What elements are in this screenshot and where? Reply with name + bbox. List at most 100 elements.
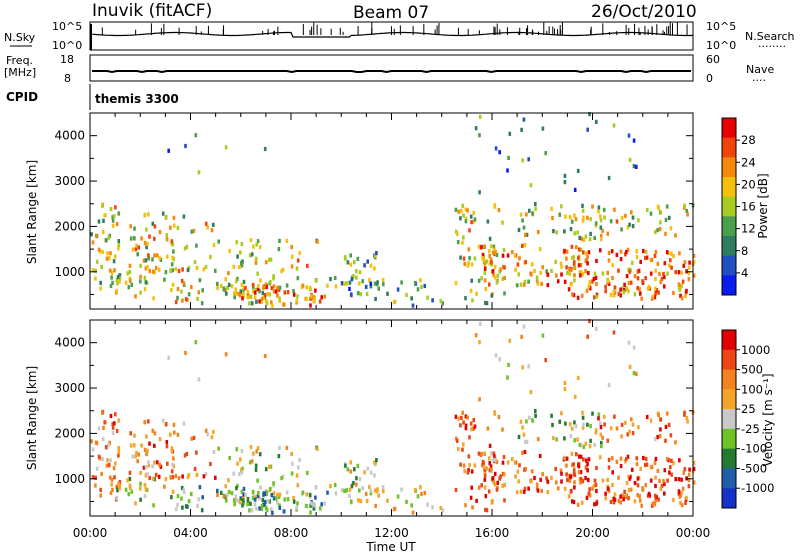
power-cell [116, 275, 120, 280]
velocity-cell [599, 425, 603, 430]
velocity-cell [560, 479, 563, 484]
velocity-cell [475, 498, 478, 503]
freq-unit-label: [MHz] [4, 66, 36, 79]
power-cell [410, 296, 413, 301]
power-cell [584, 269, 587, 274]
power-cell [197, 170, 201, 175]
velocity-cell [569, 474, 572, 480]
velocity-cell [410, 503, 413, 508]
velocity-cell [106, 458, 109, 463]
power-cell [573, 231, 576, 236]
velocity-cell [503, 472, 506, 477]
power-cell [110, 270, 114, 275]
velocity-cell [635, 371, 638, 376]
power-cell [636, 269, 640, 274]
power-cell [506, 253, 510, 258]
velocity-cell [493, 411, 497, 416]
power-cell [461, 203, 464, 208]
power-cell [265, 285, 268, 290]
velocity-cell [571, 462, 574, 467]
power-cell [579, 270, 583, 275]
velocity-cell [274, 496, 278, 501]
velocity-cell [91, 447, 95, 452]
power-cell [651, 294, 655, 299]
power-cell [286, 290, 290, 295]
velocity-cell [135, 450, 138, 455]
velocity-cell [570, 451, 574, 456]
power-cell [649, 271, 653, 276]
velocity-cell [262, 502, 265, 508]
power-cell [573, 273, 576, 278]
power-cell [650, 257, 654, 262]
power-cell [642, 248, 645, 254]
noise-right-tick-top: 10^5 [706, 20, 736, 33]
velocity-cell [454, 488, 458, 493]
power-cell [488, 254, 491, 259]
freq-left-tick-bottom: 8 [64, 72, 71, 85]
power-cell [679, 293, 682, 298]
velocity-cell [352, 481, 355, 486]
velocity-cell [153, 431, 157, 436]
velocity-cell [158, 462, 161, 467]
velocity-cell [674, 440, 677, 445]
power-cell [470, 278, 473, 283]
power-cell [290, 264, 294, 269]
power-cell [196, 296, 199, 301]
power-cell [595, 281, 598, 287]
velocity-cell [190, 436, 193, 441]
power-cell [522, 282, 526, 287]
velocity-cell [540, 488, 543, 493]
power-cell [656, 261, 660, 266]
velocity-cell [668, 470, 671, 475]
power-cell [573, 187, 577, 192]
power-cell [264, 260, 268, 265]
power-cell [502, 247, 506, 253]
power-cell [637, 218, 640, 223]
velocity-cell [555, 437, 558, 442]
velocity-cell [464, 414, 468, 419]
velocity-cell [242, 498, 245, 503]
power-cell [216, 281, 219, 286]
velocity-cell [197, 497, 201, 502]
velocity-cell [227, 478, 230, 483]
velocity-cell [176, 432, 180, 437]
velocity-cell [163, 484, 166, 489]
velocity-cell [480, 451, 483, 457]
power-cell [493, 275, 497, 280]
velocity-cell [326, 490, 329, 495]
power-cell [555, 230, 558, 235]
power-cell [582, 215, 585, 220]
power-cell [498, 150, 501, 155]
velocity-cell [662, 478, 665, 484]
velocity-cell [497, 415, 501, 420]
velocity-cell [524, 467, 527, 472]
power-cell [103, 213, 106, 218]
power-cell [464, 296, 467, 301]
velocity-cell [484, 507, 487, 512]
cpid-value: themis 3300 [95, 92, 179, 106]
velocity-cell [255, 449, 258, 454]
velocity-cell [154, 472, 158, 477]
velocity-cell [301, 490, 305, 495]
power-cell [669, 258, 672, 263]
power-cell [680, 270, 683, 275]
noise-panel: N.Sky 10^5 10^0 10^5 10^0 N.Search .....… [4, 20, 795, 52]
velocity-cell [113, 475, 116, 480]
power-cell [459, 216, 462, 221]
velocity-cell [180, 496, 183, 501]
power-cell [565, 249, 569, 254]
power-cell [236, 254, 239, 259]
noise-left-tick-bottom: 10^0 [52, 39, 82, 52]
power-cell [654, 291, 657, 296]
power-cell [400, 280, 403, 285]
velocity-cell [524, 439, 527, 444]
power-cell [563, 229, 566, 234]
colorbar-tick-label: 500 [741, 363, 763, 377]
power-cell [148, 234, 151, 239]
velocity-cell [113, 421, 116, 426]
power-cell [466, 208, 469, 213]
colorbar-tick-label: 1000 [741, 343, 770, 357]
velocity-cell [620, 422, 624, 427]
noise-right-label: N.Search [745, 30, 795, 43]
